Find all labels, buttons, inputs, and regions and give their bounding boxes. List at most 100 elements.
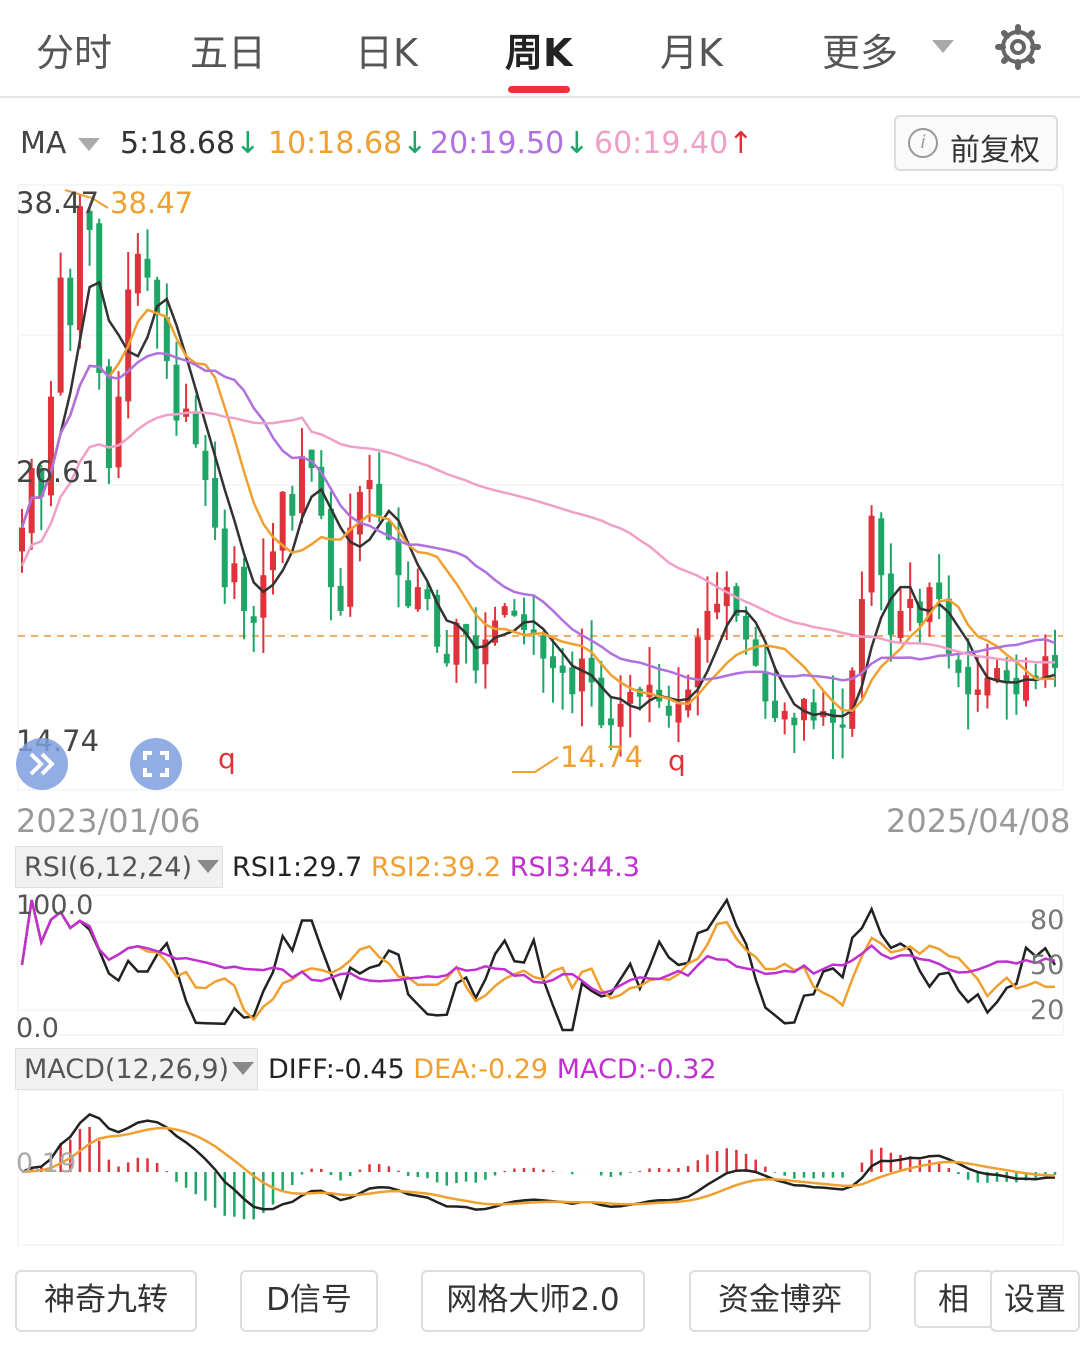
candle	[762, 643, 769, 719]
diff-line	[21, 1113, 1056, 1211]
period-tabs: 分时 五日 日K 周K 月K 更多	[0, 0, 1080, 98]
candle	[57, 252, 64, 396]
tab-weekly-k[interactable]: 周K	[505, 31, 573, 75]
d-signal-button[interactable]: D信号	[240, 1270, 378, 1332]
candle	[289, 485, 296, 531]
candle	[47, 381, 54, 507]
macd-value: MACD:-0.32	[556, 1054, 717, 1085]
candle	[366, 454, 373, 523]
candle	[327, 491, 334, 621]
settings-button[interactable]: 设置	[990, 1270, 1080, 1332]
candle	[540, 631, 547, 693]
candle	[395, 507, 402, 608]
capital-game-button[interactable]: 资金博弈	[689, 1270, 871, 1332]
ma-label[interactable]: MA	[20, 126, 67, 161]
rsi1-value: RSI1:29.7	[232, 852, 363, 883]
candle	[897, 588, 904, 643]
dea-value: DEA:-0.29	[413, 1054, 549, 1085]
candle	[298, 428, 305, 524]
candle	[607, 697, 614, 751]
candle	[347, 493, 354, 617]
candle	[936, 554, 943, 620]
grid-master-button[interactable]: 网格大师2.0	[421, 1270, 645, 1332]
candle	[279, 490, 286, 563]
rsi-selector[interactable]: RSI(6,12,24)	[15, 846, 223, 888]
rsi3-line	[20, 899, 1056, 995]
tab-monthly-k[interactable]: 月K	[660, 31, 723, 75]
candle	[405, 561, 412, 609]
candle	[791, 712, 798, 753]
candle	[96, 218, 103, 390]
candle	[704, 576, 711, 663]
candle	[800, 697, 807, 741]
candle	[675, 667, 682, 743]
candle	[1013, 654, 1020, 715]
candle	[569, 651, 576, 714]
candle	[501, 603, 508, 618]
dea-line	[21, 1126, 1056, 1206]
candle	[308, 449, 315, 482]
q-marker-1[interactable]: q	[218, 742, 236, 775]
active-tab-indicator	[508, 86, 570, 93]
more-caret-down-icon[interactable]	[932, 40, 954, 53]
candle	[994, 658, 1001, 684]
candle	[829, 675, 836, 759]
candle	[260, 538, 267, 654]
candle	[76, 195, 83, 349]
tab-more[interactable]: 更多	[822, 31, 899, 75]
rsi2-line	[20, 899, 1055, 1022]
fullscreen-icon[interactable]	[130, 738, 182, 790]
candle	[443, 630, 450, 667]
adjust-mode-button[interactable]: i 前复权	[894, 115, 1058, 171]
candle	[588, 620, 595, 707]
related-button[interactable]: 相	[914, 1270, 994, 1328]
double-chevron-right-icon[interactable]	[16, 738, 68, 790]
ma-caret-down-icon[interactable]	[78, 138, 100, 151]
candle	[743, 606, 750, 655]
candle	[86, 208, 93, 266]
macd-caret-down-icon[interactable]	[232, 1062, 254, 1075]
candle	[115, 371, 122, 479]
macd-selector[interactable]: MACD(12,26,9)	[15, 1048, 258, 1090]
candle	[192, 395, 199, 448]
candle	[250, 605, 257, 653]
candle	[578, 628, 585, 727]
price-mid-label: 26.61	[16, 455, 100, 489]
candle	[733, 582, 740, 622]
candle	[530, 594, 537, 655]
candle	[974, 656, 981, 712]
candle	[511, 599, 518, 617]
tab-intraday[interactable]: 分时	[36, 31, 113, 75]
rsi-top-label: 100.0	[16, 890, 94, 921]
candle	[810, 689, 817, 730]
ma20-value: 20:19.50↓	[430, 126, 590, 161]
magic-nine-button[interactable]: 神奇九转	[15, 1270, 197, 1332]
candle	[1023, 657, 1030, 707]
info-icon: i	[908, 128, 938, 158]
candle	[105, 359, 112, 485]
candle	[916, 588, 923, 645]
ma10-value: 10:18.68↓	[268, 126, 428, 161]
rsi1-line	[20, 897, 1057, 1032]
candle	[549, 637, 556, 703]
tab-five-day[interactable]: 五日	[190, 31, 267, 75]
candle	[694, 628, 701, 716]
tab-daily-k[interactable]: 日K	[355, 31, 418, 75]
candle	[559, 648, 566, 710]
ma5-value: 5:18.68↓	[120, 126, 261, 161]
candle	[183, 383, 190, 422]
rsi-caret-down-icon[interactable]	[197, 860, 219, 873]
candle	[714, 572, 721, 620]
gear-icon[interactable]	[995, 24, 1041, 70]
candle	[945, 575, 952, 669]
rsi-50-label: 50	[1030, 950, 1065, 981]
ma60-line	[20, 411, 1055, 664]
candle	[472, 607, 479, 684]
price-max-label: 38.47	[16, 186, 100, 220]
end-date: 2025/04/08	[886, 802, 1071, 840]
candle	[67, 268, 74, 351]
q-marker-2[interactable]: q	[668, 744, 686, 777]
start-date: 2023/01/06	[16, 802, 201, 840]
candle	[424, 580, 431, 611]
